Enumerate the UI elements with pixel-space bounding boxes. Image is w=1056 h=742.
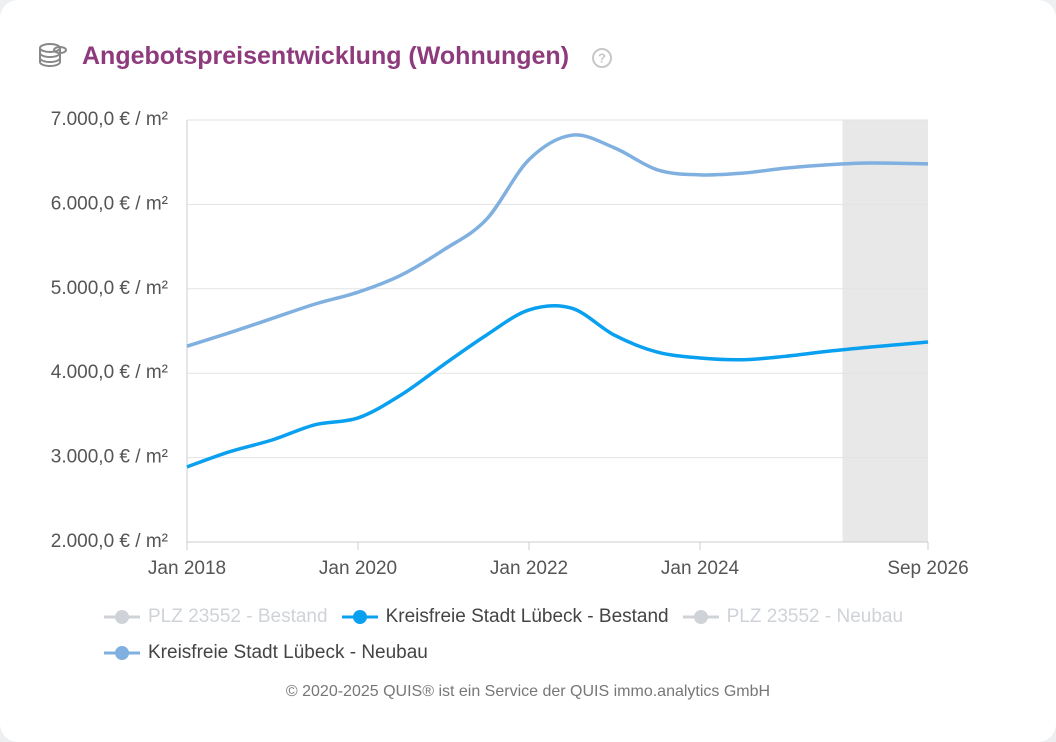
y-tick-label: 2.000,0 € / m² (51, 531, 168, 552)
chart: 2.000,0 € / m² 3.000,0 € / m² 4.000,0 € / … (51, 109, 969, 579)
legend-symbol (682, 610, 719, 624)
forecast-band (842, 120, 928, 542)
x-tick-label: Jan 2024 (661, 558, 740, 579)
x-tick-label: Jan 2018 (148, 558, 226, 579)
y-tick-label: 3.000,0 € / m² (51, 447, 168, 468)
legend-label: Kreisfreie Stadt Lübeck - Neubau (148, 642, 428, 663)
chart-title: Angebotspreisentwicklung (Wohnungen) (82, 42, 570, 70)
x-tick-label: Sep 2026 (887, 558, 968, 579)
footer: © 2020-2025 QUIS® ist ein Service der QU… (285, 683, 771, 700)
x-tick-label: Jan 2020 (319, 558, 397, 579)
svg-text:?: ? (598, 50, 606, 65)
legend-item[interactable]: PLZ 23552 - Bestand (104, 604, 328, 630)
legend-symbol (341, 610, 378, 624)
series-line (186, 303, 929, 469)
y-tick-label: 7.000,0 € / m² (51, 109, 168, 130)
legend-label: PLZ 23552 - Neubau (726, 606, 904, 627)
y-tick-label: 6.000,0 € / m² (51, 193, 168, 214)
x-tick-label: Jan 2022 (490, 558, 568, 579)
help-icon[interactable]: ? (590, 46, 614, 70)
legend: PLZ 23552 - Bestand Kreisfreie Stadt Lübe… (104, 604, 984, 666)
coins-icon (39, 43, 67, 68)
legend-symbol (104, 610, 140, 624)
legend-label: PLZ 23552 - Bestand (148, 606, 328, 627)
legend-label: Kreisfreie Stadt Lübeck - Bestand (385, 606, 669, 627)
y-tick-label: 4.000,0 € / m² (51, 362, 168, 383)
legend-item[interactable]: PLZ 23552 - Neubau (682, 604, 904, 630)
y-tick-label: 5.000,0 € / m² (51, 278, 168, 299)
series-line (186, 133, 929, 348)
legend-item[interactable]: Kreisfreie Stadt Lübeck - Bestand (341, 604, 669, 630)
legend-symbol (104, 646, 140, 660)
legend-item[interactable]: Kreisfreie Stadt Lübeck - Neubau (104, 640, 428, 666)
